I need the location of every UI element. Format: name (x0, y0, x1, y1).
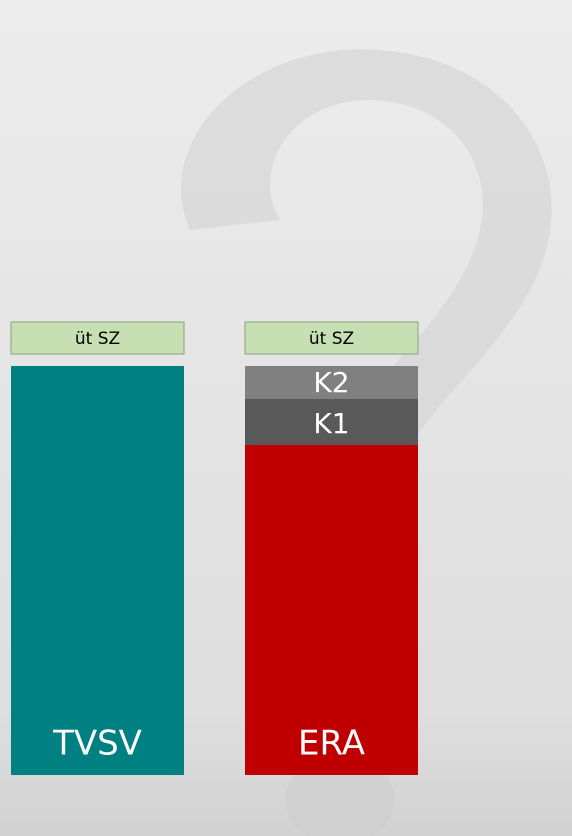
segment (245, 366, 418, 399)
block-label: TVSV (52, 724, 142, 764)
segment-label: K2 (313, 366, 349, 399)
header-label: üt SZ (309, 329, 354, 349)
block (245, 445, 418, 775)
header-label: üt SZ (75, 329, 120, 349)
header-box (244, 321, 419, 355)
block (11, 366, 184, 775)
segment (245, 399, 418, 445)
block-label: ERA (298, 724, 365, 764)
segment-label: K1 (313, 407, 349, 440)
question-dot (285, 755, 395, 836)
header-box (10, 321, 185, 355)
